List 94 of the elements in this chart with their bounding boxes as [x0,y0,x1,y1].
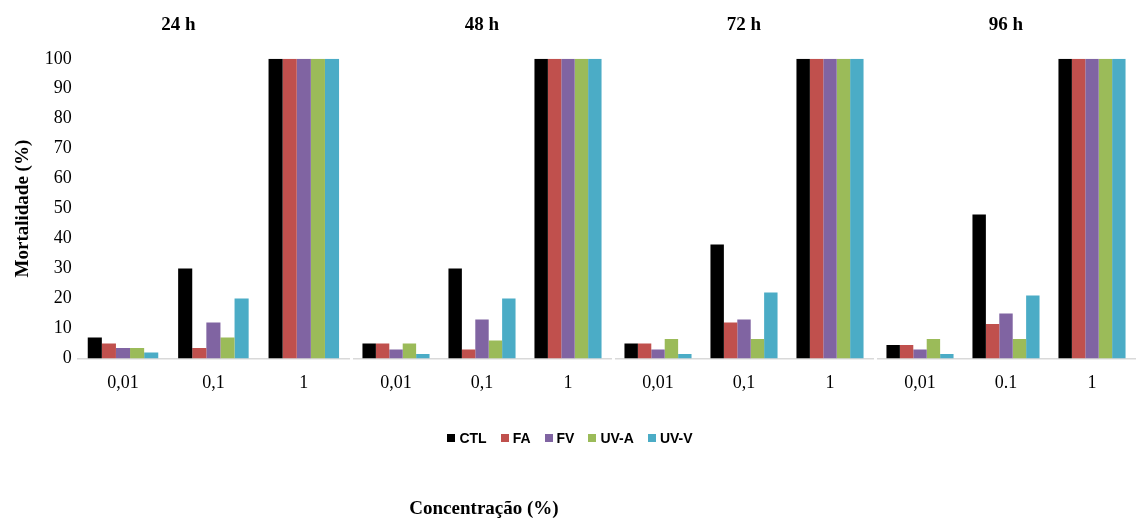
bar [101,343,116,359]
x-tick-label: 0,01 [904,371,936,392]
bar [588,58,602,359]
y-tick-label: 80 [53,107,72,128]
bar [144,352,159,359]
bar [488,340,503,359]
bar [651,349,665,359]
bar [547,58,562,359]
legend-label: FV [556,430,575,446]
bar [750,338,765,359]
y-tick-label: 100 [44,47,72,68]
y-tick-label: 0 [62,347,72,368]
x-axis-title: Concentração (%) [408,497,560,519]
bar [1085,58,1099,359]
bar [130,347,145,359]
chart-title: 96 h [988,13,1024,35]
legend-label: FA [512,430,531,446]
bar [1026,295,1040,359]
bar [234,298,249,359]
bar [999,313,1013,359]
bar [899,344,914,359]
y-tick-label: 10 [53,317,72,338]
x-tick-label: 0,01 [642,371,674,392]
bar [723,322,738,359]
bar [574,58,589,359]
bar [836,58,851,359]
bar [710,244,724,359]
y-tick-label: 90 [53,77,72,98]
legend-label: UV-A [600,430,634,446]
bar [115,347,131,359]
bar [664,338,679,359]
x-tick-label: 0,01 [380,371,412,392]
x-tick-label: 1 [299,371,309,392]
legend-label: CTL [459,430,487,446]
legend-label: UV-V [659,430,693,446]
x-tick-label: 0,1 [202,371,225,392]
bar [809,58,824,359]
bar [475,319,489,359]
bar [402,343,417,359]
bar [389,349,403,359]
bar [296,58,311,359]
x-tick-label: 1 [563,371,573,392]
chart-title: 72 h [726,13,762,35]
bar [310,58,325,359]
bar [87,337,102,359]
bar [416,353,430,359]
bar [502,298,516,359]
x-tick-label: 0,1 [470,371,494,392]
x-tick-label: 0.1 [994,371,1018,392]
bar [461,349,476,359]
bar [362,343,376,359]
bar [1012,338,1027,359]
bar [1098,58,1113,359]
bar [940,353,954,359]
bar [220,337,235,359]
y-tick-label: 40 [53,227,72,248]
bar [561,58,575,359]
bar [268,58,283,359]
x-tick-label: 1 [825,371,835,392]
bar [678,353,692,359]
x-tick-label: 0,1 [732,371,756,392]
bar [796,58,810,359]
bar [624,343,638,359]
x-tick-label: 1 [1087,371,1097,392]
bar [637,343,652,359]
y-tick-label: 30 [53,257,72,278]
bar [324,58,340,359]
bar [764,292,778,359]
chart-title: 48 h [464,13,500,35]
bar [1071,58,1086,359]
bar [178,268,193,359]
bar [1058,58,1072,359]
bar [282,58,297,359]
bar [926,338,941,359]
chart-title: 24 h [161,13,197,35]
bar [913,349,927,359]
x-tick-label: 0,01 [107,371,139,392]
bar [375,343,390,359]
bar [850,58,864,359]
bar [972,214,986,359]
bar [737,319,751,359]
bar [823,58,837,359]
bar [886,344,900,359]
bar [534,58,548,359]
bar [448,268,462,359]
bar [1112,58,1126,359]
y-tick-label: 60 [53,167,72,188]
bar [192,347,207,359]
bar [206,322,221,359]
bar [985,323,1000,359]
y-tick-label: 50 [53,197,72,218]
y-axis-title: Mortalidade (%) [11,139,34,278]
y-tick-label: 70 [53,137,72,158]
y-tick-label: 20 [53,287,72,308]
